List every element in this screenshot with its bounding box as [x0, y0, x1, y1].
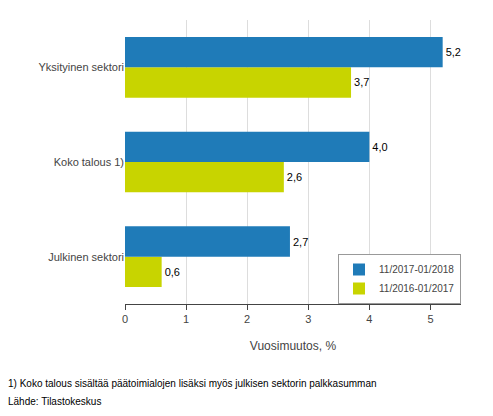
svg-text:Yksityinen sektori: Yksityinen sektori — [38, 61, 124, 73]
svg-text:Lähde: Tilastokeskus: Lähde: Tilastokeskus — [8, 396, 101, 407]
svg-text:2,7: 2,7 — [293, 236, 308, 248]
svg-text:Koko talous 1): Koko talous 1) — [54, 156, 124, 168]
svg-text:2: 2 — [244, 313, 250, 325]
svg-text:2,6: 2,6 — [287, 171, 302, 183]
svg-text:11/2016-01/2017: 11/2016-01/2017 — [379, 283, 454, 294]
svg-text:3,7: 3,7 — [354, 76, 369, 88]
svg-text:0: 0 — [122, 313, 128, 325]
svg-text:1: 1 — [183, 313, 189, 325]
svg-text:3: 3 — [305, 313, 311, 325]
svg-text:Julkinen sektori: Julkinen sektori — [48, 251, 124, 263]
svg-text:11/2017-01/2018: 11/2017-01/2018 — [379, 264, 454, 275]
svg-text:4: 4 — [366, 313, 372, 325]
svg-text:Vuosimuutos, %: Vuosimuutos, % — [250, 339, 337, 353]
svg-text:1) Koko talous sisältää päätoi: 1) Koko talous sisältää päätoimialojen l… — [8, 378, 377, 389]
svg-text:5: 5 — [427, 313, 433, 325]
svg-text:5,2: 5,2 — [446, 46, 461, 58]
svg-text:0,6: 0,6 — [165, 266, 180, 278]
svg-text:4,0: 4,0 — [372, 141, 387, 153]
